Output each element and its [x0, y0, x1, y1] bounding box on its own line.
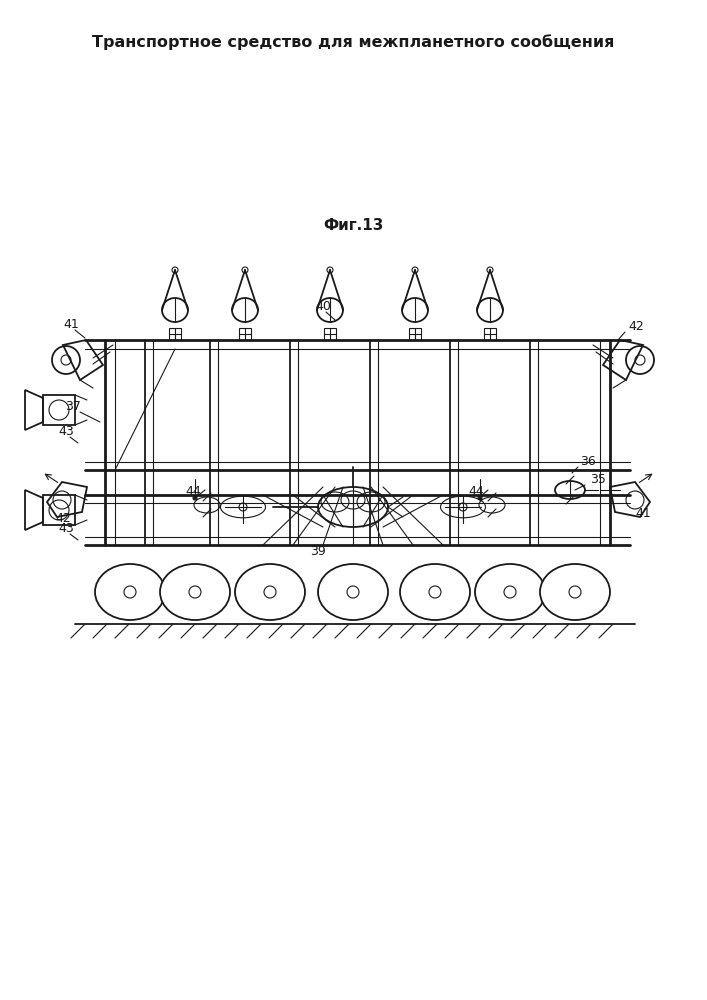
- Text: 43: 43: [58, 522, 74, 535]
- Text: Фиг.13: Фиг.13: [323, 218, 383, 232]
- Ellipse shape: [235, 564, 305, 620]
- Text: Транспортное средство для межпланетного сообщения: Транспортное средство для межпланетного …: [92, 34, 614, 50]
- Text: 41: 41: [63, 318, 78, 331]
- Circle shape: [478, 496, 482, 500]
- Text: 37: 37: [65, 400, 81, 413]
- Ellipse shape: [95, 564, 165, 620]
- Bar: [324, 328, 336, 340]
- Bar: [43, 395, 75, 425]
- Text: 42: 42: [55, 512, 71, 525]
- Text: 39: 39: [310, 545, 326, 558]
- Ellipse shape: [400, 564, 470, 620]
- Text: 43: 43: [58, 425, 74, 438]
- Text: 41: 41: [635, 507, 650, 520]
- Bar: [239, 328, 251, 340]
- Text: 40: 40: [315, 300, 331, 313]
- Bar: [169, 328, 181, 340]
- Text: 44: 44: [468, 485, 484, 498]
- Text: 35: 35: [590, 473, 606, 486]
- Text: 44: 44: [185, 485, 201, 498]
- Text: 36: 36: [580, 455, 596, 468]
- Text: 42: 42: [628, 320, 644, 333]
- Ellipse shape: [475, 564, 545, 620]
- Ellipse shape: [540, 564, 610, 620]
- Ellipse shape: [318, 564, 388, 620]
- Bar: [484, 328, 496, 340]
- Circle shape: [193, 496, 197, 500]
- Bar: [43, 495, 75, 525]
- Ellipse shape: [160, 564, 230, 620]
- Bar: [409, 328, 421, 340]
